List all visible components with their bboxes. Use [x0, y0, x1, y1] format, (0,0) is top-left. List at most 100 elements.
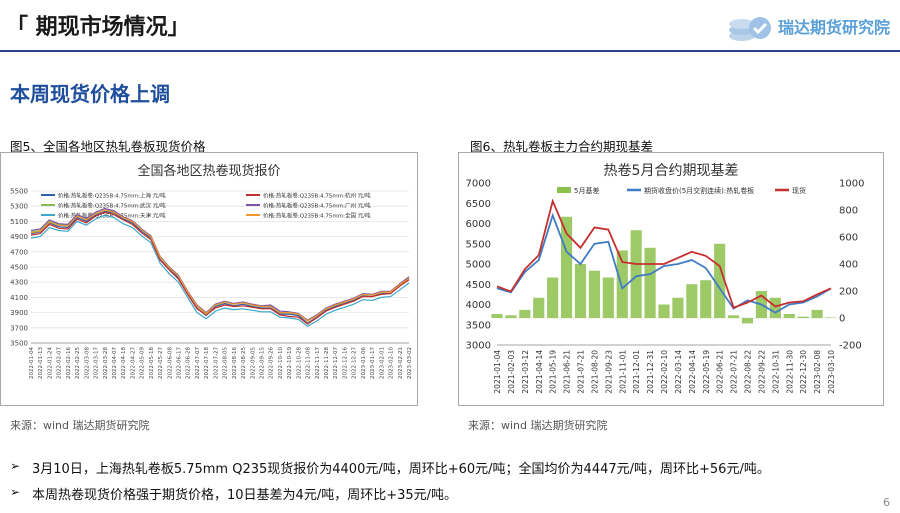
basis-bar — [533, 297, 545, 318]
legend-label: 价格:热轧板卷:Q235B:4.75mm:杭州 元/吨 — [263, 192, 371, 200]
x-tick-label: 2022-03-28 — [103, 347, 109, 379]
x-tick-label: 2022-12-16 — [342, 347, 348, 379]
x-tick-label: 2022-09-15 — [259, 347, 265, 379]
y-tick-label: 5500 — [10, 188, 28, 196]
x-tick-label: 2023-02-10 — [389, 347, 395, 379]
y-tick-label: 4000 — [466, 300, 491, 311]
legend-label: 价格:热轧板卷:Q235B:4.75mm:上海 元/吨 — [58, 192, 166, 200]
x-tick-label: 2022-12-30 — [799, 350, 808, 394]
series-line — [30, 211, 410, 325]
y-tick-label: 3900 — [10, 309, 28, 317]
series-line — [30, 207, 410, 321]
basis-bar — [491, 313, 503, 318]
y-tick-label: 4700 — [10, 248, 28, 256]
x-tick-label: 2022-08-16 — [232, 347, 238, 379]
y-tick-label: 3500 — [10, 340, 28, 348]
x-tick-label: 2022-06-17 — [177, 347, 183, 379]
x-tick-label: 2022-10-31 — [771, 350, 780, 394]
arrow-bullet-icon: ➢ — [10, 485, 21, 499]
x-tick-label: 2021-08-20 — [590, 350, 599, 394]
x-tick-label: 2021-11-01 — [618, 350, 627, 394]
figure6-caption: 图6、热轧卷板主力合约期现基差 — [470, 139, 653, 154]
basis-bar — [630, 230, 642, 318]
chart-2-svg: 热卷5月合约期现基差300035004000450050005500600065… — [466, 162, 865, 394]
x-tick-label: 2023-01-06 — [361, 347, 367, 379]
x-tick-label: 2022-10-19 — [287, 347, 293, 379]
bullet-text: 本周热卷现货价格强于期货价格，10日基差为4元/吨，周环比+35元/吨。 — [32, 488, 458, 503]
x-tick-label: 2021-04-14 — [535, 350, 544, 394]
arrow-bullet-icon: ➢ — [10, 459, 21, 473]
x-tick-label: 2022-01-13 — [38, 347, 44, 379]
section-title: 本周现货价格上调 — [10, 82, 170, 106]
x-tick-label: 2022-11-08 — [306, 347, 312, 379]
x-tick-label: 2022-08-05 — [223, 347, 229, 379]
x-tick-label: 2022-08-25 — [241, 347, 247, 379]
y-tick-label: 5500 — [466, 239, 491, 250]
x-tick-label: 2023-01-17 — [370, 347, 376, 379]
x-tick-label: 2021-03-12 — [521, 350, 530, 394]
basis-bar — [547, 277, 559, 318]
x-tick-label: 2022-07-18 — [204, 347, 210, 379]
x-tick-label: 2022-01-04 — [29, 347, 35, 379]
x-tick-label: 2022-07-21 — [730, 350, 739, 394]
y-tick-label: 5300 — [10, 203, 28, 211]
x-tick-label: 2022-09-22 — [757, 350, 766, 394]
basis-bar — [602, 277, 614, 318]
series-line — [496, 198, 832, 309]
x-tick-label: 2022-09-26 — [269, 347, 275, 379]
x-tick-label: 2022-02-10 — [660, 350, 669, 394]
basis-bar — [686, 284, 698, 318]
y-tick-label: 5000 — [466, 260, 491, 271]
x-tick-label: 2022-02-07 — [57, 347, 63, 379]
chart-title: 全国各地区热卷现货报价 — [137, 163, 280, 179]
basis-bar — [783, 313, 795, 318]
series-line — [30, 214, 410, 328]
legend-label: 现货 — [792, 186, 806, 195]
y2-tick-label: 400 — [839, 260, 858, 271]
legend-label: 5月基差 — [574, 186, 599, 195]
x-tick-label: 2022-06-08 — [167, 347, 173, 379]
bullet-list: ➢ 3月10日，上海热轧卷板5.75mm Q235现货报价为4400元/吨，周环… — [10, 457, 890, 509]
x-tick-label: 2022-09-05 — [250, 347, 256, 379]
x-tick-label: 2022-06-28 — [186, 347, 192, 379]
x-tick-label: 2022-11-17 — [315, 347, 321, 379]
basis-bar — [700, 280, 712, 318]
x-tick-label: 2021-09-23 — [604, 350, 613, 394]
y2-tick-label: 200 — [839, 287, 858, 298]
y-tick-label: 4900 — [10, 233, 28, 241]
x-tick-label: 2022-10-28 — [296, 347, 302, 379]
basis-bar — [644, 247, 656, 318]
y-tick-label: 5100 — [10, 218, 28, 226]
basis-bar — [574, 264, 587, 318]
x-tick-label: 2022-12-07 — [333, 347, 339, 379]
x-tick-label: 2022-05-09 — [140, 347, 146, 379]
basis-bar — [561, 216, 573, 318]
x-tick-label: 2023-02-21 — [398, 347, 404, 379]
bullet-item: ➢ 本周热卷现货价格强于期货价格，10日基差为4元/吨，周环比+35元/吨。 — [10, 483, 890, 509]
x-tick-label: 2023-02-08 — [813, 350, 822, 394]
y-tick-label: 4100 — [10, 294, 28, 302]
x-tick-label: 2023-03-02 — [407, 347, 413, 379]
basis-bar — [811, 309, 823, 318]
y-tick-label: 3500 — [466, 320, 491, 331]
x-tick-label: 2023-02-01 — [379, 347, 385, 379]
y2-tick-label: 1000 — [839, 179, 864, 190]
x-tick-label: 2022-11-30 — [785, 350, 794, 394]
legend-swatch — [557, 187, 571, 193]
x-tick-label: 2022-05-27 — [158, 347, 164, 379]
x-tick-label: 2021-06-21 — [563, 350, 572, 394]
x-tick-label: 2022-11-28 — [324, 347, 330, 379]
x-tick-label: 2022-03-14 — [674, 350, 683, 394]
chart-title: 热卷5月合约期现基差 — [604, 162, 739, 179]
x-tick-label: 2022-04-18 — [121, 347, 127, 379]
x-tick-label: 2022-04-27 — [130, 347, 136, 379]
chart-1-frame: 全国各地区热卷现货报价 3500 3700 3900 4100 4300 4500 4700 4… — [0, 152, 418, 406]
x-tick-label: 2022-01-24 — [47, 347, 53, 379]
x-tick-label: 2021-05-19 — [549, 350, 558, 394]
x-tick-label: 2022-03-08 — [84, 347, 90, 379]
bullet-item: ➢ 3月10日，上海热轧卷板5.75mm Q235现货报价为4400元/吨，周环… — [10, 457, 890, 483]
x-tick-label: 2022-02-16 — [66, 347, 72, 379]
x-tick-label: 2021-01-04 — [493, 350, 502, 394]
x-tick-label: 2021-02-03 — [507, 350, 516, 394]
x-tick-label: 2022-02-25 — [75, 347, 81, 379]
